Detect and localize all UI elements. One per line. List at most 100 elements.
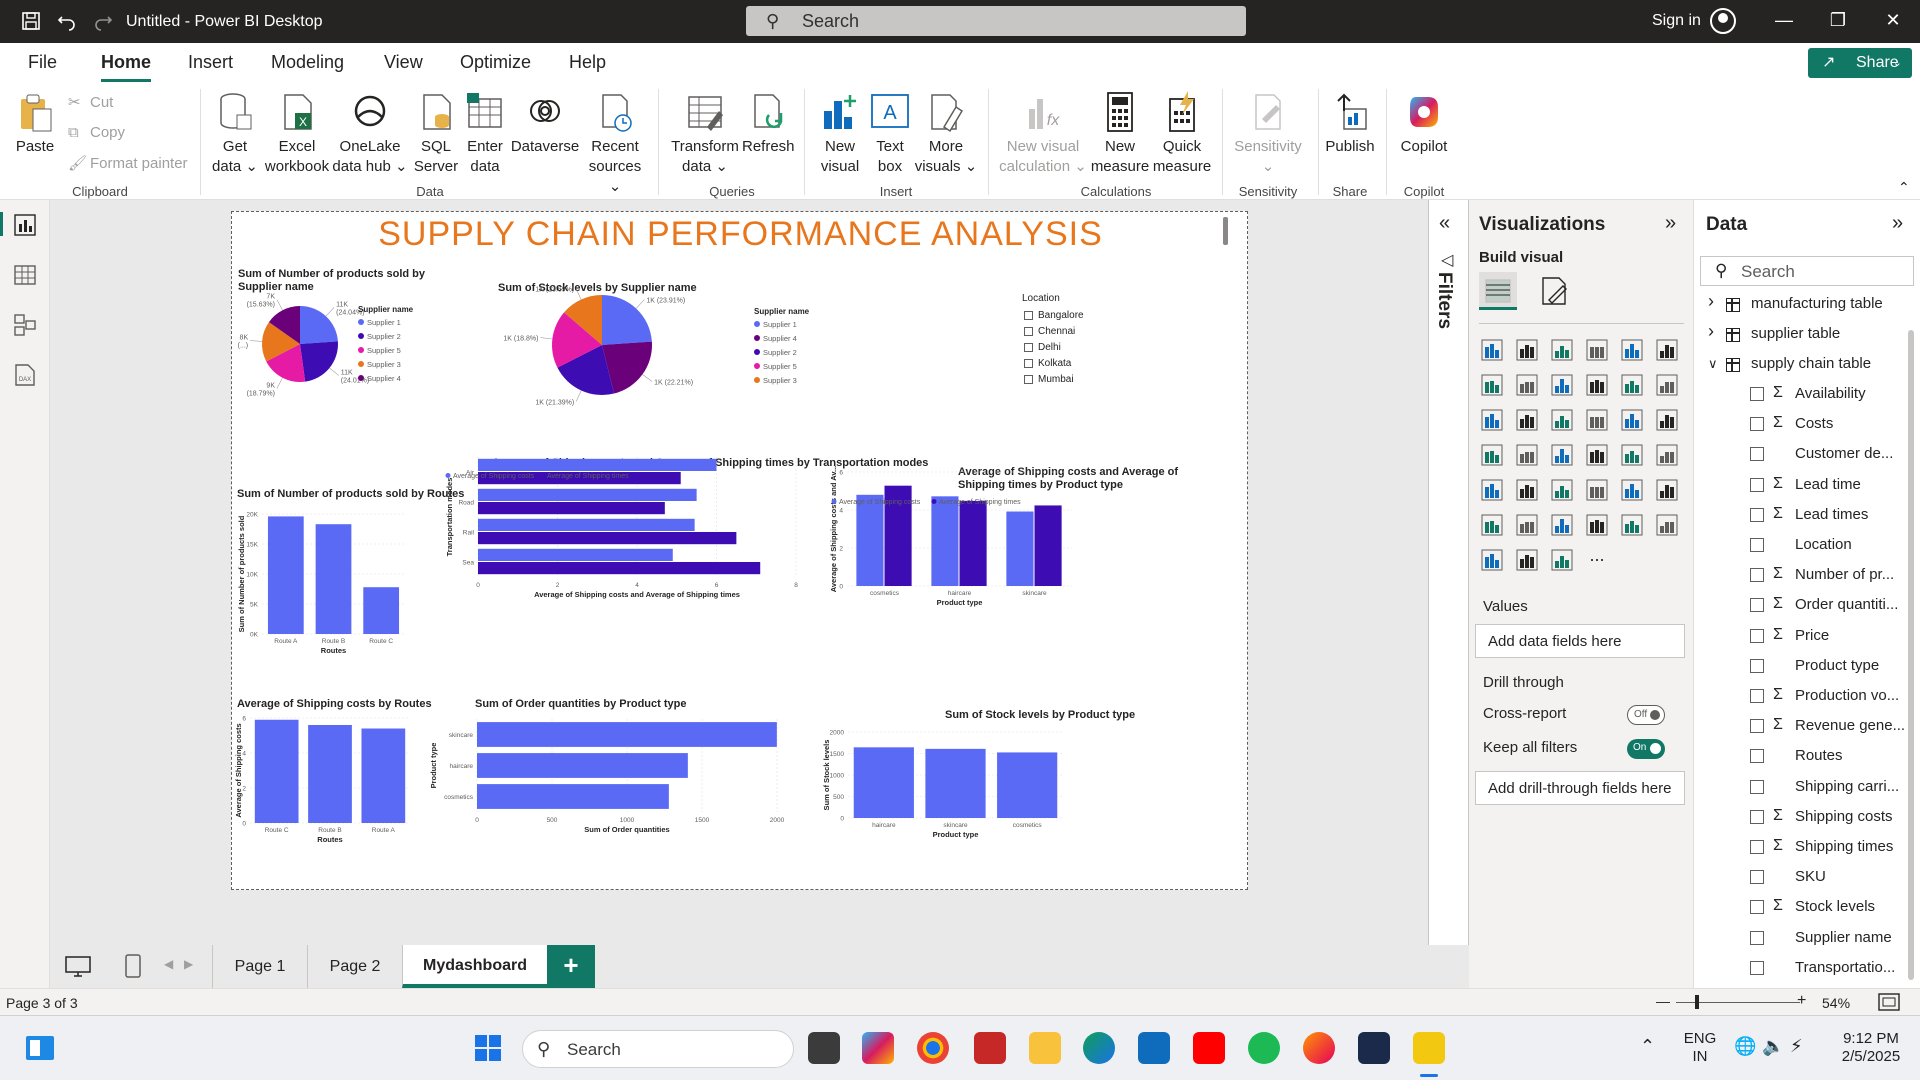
field-row[interactable]: Product type	[1694, 656, 1906, 684]
filled-map-icon[interactable]	[1549, 442, 1575, 468]
task-view-icon[interactable]	[808, 1032, 840, 1064]
line-chart-icon[interactable]	[1479, 372, 1505, 398]
prev-page-icon[interactable]: ◀	[164, 957, 174, 971]
file-explorer-icon[interactable]	[1029, 1032, 1061, 1064]
get-data-button[interactable]: Get data ⌄	[210, 91, 260, 177]
python-visual-icon[interactable]	[1479, 512, 1505, 538]
field-row[interactable]: Σ Shipping times	[1694, 837, 1906, 865]
build-visual-tab[interactable]	[1479, 272, 1517, 310]
multi-row-card-icon[interactable]	[1479, 477, 1505, 503]
slicer-checkbox[interactable]	[1024, 343, 1033, 352]
field-checkbox[interactable]	[1750, 507, 1764, 522]
format-visual-tab[interactable]	[1535, 272, 1573, 310]
zoom-slider-thumb[interactable]	[1695, 995, 1699, 1009]
table-row[interactable]: ∨ supply chain table	[1694, 354, 1908, 382]
collapse-ribbon-icon[interactable]: ⌃	[1898, 179, 1910, 195]
text-box-button[interactable]: A Text box	[868, 91, 912, 177]
report-view-icon[interactable]	[12, 212, 38, 238]
youtube-icon[interactable]	[1193, 1032, 1225, 1064]
field-checkbox[interactable]	[1750, 930, 1764, 945]
tray-chevron-icon[interactable]: ⌃	[1640, 1036, 1656, 1056]
clock[interactable]: 9:12 PM 2/5/2025	[1826, 1030, 1916, 1066]
stacked-bar-chart-icon[interactable]	[1479, 337, 1505, 363]
menu-modeling[interactable]: Modeling	[271, 52, 345, 72]
stacked-column-chart-icon[interactable]	[1514, 337, 1540, 363]
model-view-icon[interactable]	[12, 312, 38, 338]
smart-narrative-icon[interactable]	[1619, 512, 1645, 538]
battery-icon[interactable]: ⚡	[1790, 1036, 1803, 1056]
slicer-icon[interactable]	[1549, 477, 1575, 503]
stacked-area-chart-icon[interactable]	[1549, 372, 1575, 398]
spotify-icon[interactable]	[1248, 1032, 1280, 1064]
clustered-bar-chart-icon[interactable]	[1549, 337, 1575, 363]
excel-workbook-button[interactable]: X Excel workbook	[262, 91, 332, 177]
language-indicator[interactable]: ENG IN	[1680, 1030, 1720, 1066]
next-page-icon[interactable]: ▶	[184, 957, 194, 971]
chevron-down-icon[interactable]: ∨	[1708, 356, 1718, 371]
slicer-option[interactable]: Mumbai	[1022, 374, 1172, 390]
field-row[interactable]: Σ Stock levels	[1694, 897, 1906, 925]
zoom-in-icon[interactable]: +	[1797, 992, 1807, 1009]
slicer-checkbox[interactable]	[1024, 327, 1033, 336]
cross-report-toggle[interactable]: Off	[1627, 705, 1665, 725]
page-tab-page-2[interactable]: Page 2	[307, 945, 402, 988]
slicer-new-icon[interactable]	[1549, 547, 1575, 573]
field-row[interactable]: Shipping carri...	[1694, 777, 1906, 805]
line-clustered-column-chart-icon[interactable]	[1654, 372, 1680, 398]
zoom-out-icon[interactable]: —	[1656, 993, 1670, 1009]
menu-view[interactable]: View	[384, 52, 423, 72]
account-avatar-icon[interactable]	[1710, 8, 1736, 34]
mobile-layout-icon[interactable]	[124, 953, 142, 979]
field-row[interactable]: Routes	[1694, 746, 1906, 774]
minimize-icon[interactable]: —	[1775, 10, 1793, 30]
field-checkbox[interactable]	[1750, 447, 1764, 462]
store-icon[interactable]	[1138, 1032, 1170, 1064]
scatter-chart-icon[interactable]	[1584, 407, 1610, 433]
r-script-visual-icon[interactable]	[1654, 477, 1680, 503]
field-checkbox[interactable]	[1750, 870, 1764, 885]
speaker-icon[interactable]: 🔈	[1762, 1036, 1785, 1056]
field-checkbox[interactable]	[1750, 809, 1764, 824]
slicer-option[interactable]: Bangalore	[1022, 310, 1172, 326]
double-chevron-right-icon[interactable]: »	[1892, 212, 1904, 234]
new-visual-button[interactable]: New visual	[816, 91, 864, 177]
maximize-icon[interactable]: ❐	[1829, 10, 1847, 30]
field-checkbox[interactable]	[1750, 477, 1764, 492]
data-search-input[interactable]: ⚲ Search	[1700, 256, 1914, 286]
mcafee-icon[interactable]	[974, 1032, 1006, 1064]
card-new-icon[interactable]	[1514, 547, 1540, 573]
globe-icon[interactable]: 🌐	[1734, 1036, 1757, 1056]
kpi-icon[interactable]	[1514, 477, 1540, 503]
field-row[interactable]: Transportatio...	[1694, 958, 1906, 986]
map-icon[interactable]	[1514, 442, 1540, 468]
undo-icon[interactable]	[54, 8, 80, 34]
card-icon[interactable]	[1654, 442, 1680, 468]
enter-data-button[interactable]: Enter data	[463, 91, 507, 177]
qa-visual-icon[interactable]	[1584, 512, 1610, 538]
filters-pane-collapsed[interactable]: « ◁ Filters	[1428, 200, 1469, 945]
field-checkbox[interactable]	[1750, 417, 1764, 432]
area-chart-icon[interactable]	[1514, 372, 1540, 398]
azure-map-icon[interactable]	[1584, 442, 1610, 468]
field-checkbox[interactable]	[1750, 689, 1764, 703]
field-row[interactable]: Σ Revenue gene...	[1694, 716, 1906, 744]
field-row[interactable]: Σ Number of pr...	[1694, 565, 1906, 593]
save-icon[interactable]	[18, 8, 44, 34]
dataverse-button[interactable]: Dataverse	[510, 91, 580, 157]
key-influencers-icon[interactable]	[1514, 512, 1540, 538]
windows-start-icon[interactable]	[474, 1034, 502, 1062]
data-pane-scrollbar[interactable]	[1908, 330, 1914, 980]
field-row[interactable]: Σ Order quantiti...	[1694, 595, 1906, 623]
more-options-icon[interactable]: ...	[1589, 545, 1605, 565]
field-checkbox[interactable]	[1750, 658, 1764, 673]
copy-button[interactable]: ⧉ Copy	[68, 124, 125, 141]
menu-help[interactable]: Help	[569, 52, 607, 72]
paginated-report-icon[interactable]	[1479, 547, 1505, 573]
field-checkbox[interactable]	[1750, 598, 1764, 613]
dev-app-icon[interactable]	[1358, 1032, 1390, 1064]
double-chevron-left-icon[interactable]: «	[1439, 212, 1451, 234]
gauge-icon[interactable]	[1619, 442, 1645, 468]
chevron-right-icon[interactable]: ›	[1708, 291, 1714, 311]
taskbar-search[interactable]: ⚲ Search	[522, 1030, 794, 1068]
field-row[interactable]: Σ Production vo...	[1694, 686, 1906, 714]
